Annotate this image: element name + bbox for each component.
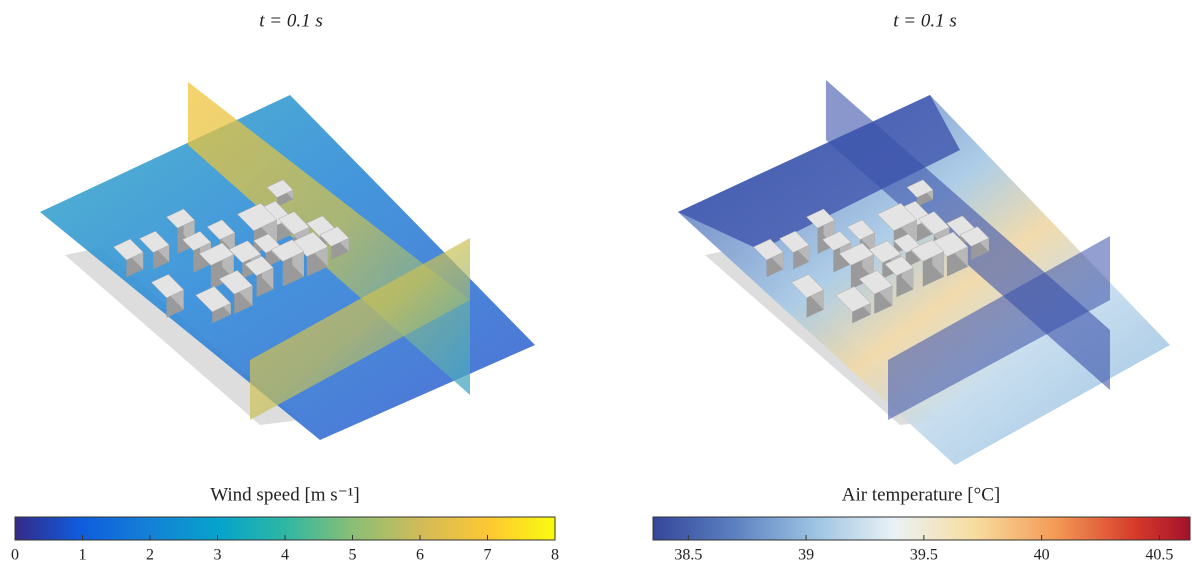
tick-label: 39 xyxy=(798,547,814,564)
colorbar xyxy=(653,517,1190,540)
tick-label: 40 xyxy=(1034,547,1050,564)
tick-label: 4 xyxy=(281,547,289,564)
tick-label: 8 xyxy=(551,547,559,564)
tick-label: 5 xyxy=(349,547,357,564)
tick-label: 39.5 xyxy=(910,547,938,564)
tick-label: 7 xyxy=(484,547,492,564)
wind-scene xyxy=(40,82,535,440)
tick-label: 1 xyxy=(79,547,87,564)
colorbar-label: Air temperature [°C] xyxy=(842,484,1000,505)
tick-label: 0 xyxy=(11,547,19,564)
tick-label: 40.5 xyxy=(1145,547,1173,564)
panel-title: t = 0.1 s xyxy=(259,10,323,31)
tick-label: 38.5 xyxy=(674,547,702,564)
colorbar-label: Wind speed [m s⁻¹] xyxy=(210,484,360,505)
figure: t = 0.1 s t = 0.1 s Wind speed [m s⁻¹] A… xyxy=(0,0,1192,565)
temperature-scene xyxy=(678,80,1170,465)
tick-label: 6 xyxy=(416,547,424,564)
panel-title: t = 0.1 s xyxy=(893,10,957,31)
tick-label: 3 xyxy=(214,547,222,564)
tick-label: 2 xyxy=(146,547,154,564)
